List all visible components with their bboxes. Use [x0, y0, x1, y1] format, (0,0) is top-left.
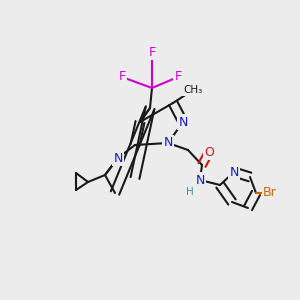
Text: N: N	[163, 136, 173, 149]
Text: CH₃: CH₃	[183, 85, 202, 95]
Text: F: F	[148, 46, 156, 59]
Text: N: N	[113, 152, 123, 164]
Text: N: N	[195, 173, 205, 187]
Text: O: O	[204, 146, 214, 158]
Text: N: N	[178, 116, 188, 128]
Text: Br: Br	[263, 187, 277, 200]
Text: F: F	[118, 70, 126, 83]
Text: N: N	[229, 166, 239, 178]
Text: H: H	[186, 187, 194, 197]
Text: F: F	[174, 70, 182, 83]
